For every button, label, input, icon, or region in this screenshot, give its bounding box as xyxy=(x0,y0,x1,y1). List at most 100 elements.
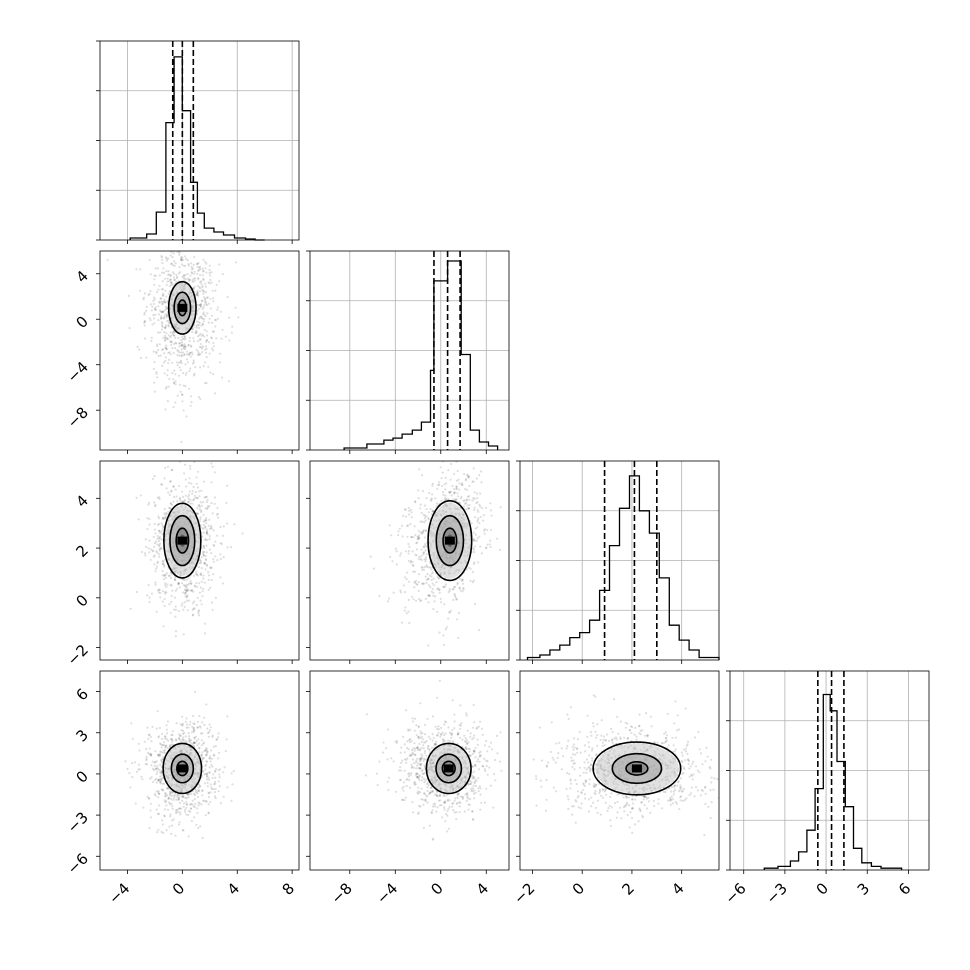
scatter-point xyxy=(144,538,147,541)
scatter-point xyxy=(369,555,372,558)
scatter-point xyxy=(193,607,196,610)
scatter-point xyxy=(200,556,203,559)
scatter-point xyxy=(403,591,406,594)
scatter-point xyxy=(385,747,388,750)
scatter-point xyxy=(448,587,451,591)
scatter-point xyxy=(172,798,175,802)
scatter-point xyxy=(161,819,164,822)
scatter-point xyxy=(228,339,231,342)
scatter-point xyxy=(399,766,402,769)
scatter-point xyxy=(167,292,170,295)
scatter-point xyxy=(170,802,173,805)
scatter-point xyxy=(158,547,161,551)
scatter-point xyxy=(152,550,155,553)
scatter-point xyxy=(413,742,416,745)
scatter-point xyxy=(211,787,214,791)
scatter-point xyxy=(171,739,174,742)
scatter-point xyxy=(174,608,178,612)
scatter-point xyxy=(430,812,434,815)
scatter-point xyxy=(175,280,178,283)
scatter-point xyxy=(442,490,445,494)
scatter-point xyxy=(457,612,460,615)
scatter-point xyxy=(423,799,426,802)
scatter-point xyxy=(180,490,184,493)
scatter-point xyxy=(467,566,471,569)
scatter-point xyxy=(176,500,179,503)
scatter-point xyxy=(434,595,437,598)
scatter-point xyxy=(404,550,408,553)
scatter-point xyxy=(583,793,587,796)
scatter-point xyxy=(179,499,182,502)
scatter-point xyxy=(163,815,166,818)
scatter-point xyxy=(546,764,549,767)
scatter-point xyxy=(202,531,205,534)
scatter-point xyxy=(443,498,446,502)
scatter-point xyxy=(437,587,440,590)
scatter-point xyxy=(197,245,199,247)
scatter-point xyxy=(679,784,682,787)
scatter-point xyxy=(467,783,470,786)
scatter-point xyxy=(447,591,450,594)
scatter-point xyxy=(159,591,162,595)
scatter-point xyxy=(141,778,144,781)
scatter-point xyxy=(160,483,163,486)
scatter-point xyxy=(572,743,576,746)
scatter-point xyxy=(466,495,469,498)
scatter-point xyxy=(187,500,190,503)
scatter-point xyxy=(182,347,185,350)
scatter-point xyxy=(435,810,438,813)
scatter-point xyxy=(422,777,426,781)
scatter-point xyxy=(171,730,174,733)
scatter-point xyxy=(467,803,470,806)
scatter-point xyxy=(158,497,161,501)
scatter-point xyxy=(189,720,192,723)
scatter-point xyxy=(190,262,193,265)
scatter-point xyxy=(161,758,164,761)
scatter-point xyxy=(155,760,158,763)
scatter-point xyxy=(166,787,169,790)
scatter-point xyxy=(453,799,456,802)
scatter-point xyxy=(438,804,441,807)
scatter-point xyxy=(478,754,482,757)
scatter-point xyxy=(565,787,568,791)
scatter-point xyxy=(184,264,187,267)
scatter-point xyxy=(420,740,423,744)
scatter-point xyxy=(157,779,160,783)
scatter-point xyxy=(494,779,497,782)
scatter-point xyxy=(181,337,184,341)
scatter-point xyxy=(161,258,164,261)
scatter-point xyxy=(219,802,222,805)
scatter-point xyxy=(173,577,177,580)
scatter-point xyxy=(163,352,166,355)
scatter-point xyxy=(184,494,187,497)
scatter-point xyxy=(592,785,595,788)
scatter-point xyxy=(152,555,155,558)
scatter-point xyxy=(192,272,195,275)
scatter-point xyxy=(181,341,184,344)
scatter-point xyxy=(440,601,443,604)
scatter-point xyxy=(420,747,423,750)
contour-line-2 xyxy=(162,742,203,795)
scatter-point xyxy=(205,381,208,385)
scatter-point xyxy=(415,772,418,775)
scatter-point xyxy=(198,266,201,269)
scatter-point xyxy=(441,738,444,741)
scatter-point xyxy=(451,588,454,591)
scatter-point xyxy=(173,578,176,582)
scatter-point xyxy=(417,529,420,532)
scatter-point xyxy=(436,588,439,591)
scatter-point xyxy=(161,574,164,577)
scatter-point xyxy=(155,790,158,793)
scatter-point xyxy=(458,811,461,814)
scatter-point xyxy=(202,278,205,281)
scatter-point xyxy=(156,267,160,270)
scatter-point xyxy=(431,715,435,718)
scatter-point xyxy=(673,750,677,753)
scatter-point xyxy=(190,803,193,806)
scatter-point xyxy=(444,720,447,723)
scatter-point xyxy=(167,325,170,328)
scatter-point xyxy=(411,765,414,768)
scatter-point xyxy=(213,754,216,757)
scatter-point xyxy=(471,790,474,793)
scatter-point xyxy=(463,499,466,502)
